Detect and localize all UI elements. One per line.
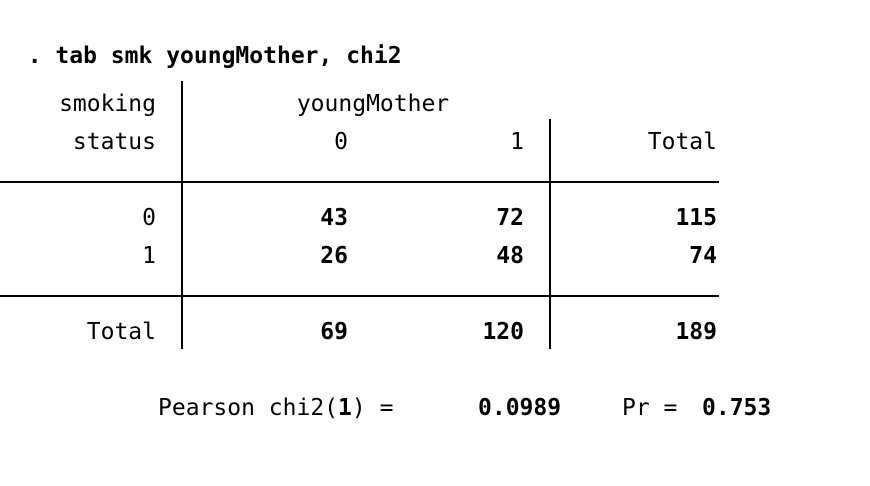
row-label-0: 0 — [142, 205, 156, 231]
cell-0-1: 72 — [496, 205, 524, 231]
cell-0-0: 43 — [320, 205, 348, 231]
table-header-rule — [0, 181, 719, 183]
column-variable-label: youngMother — [296, 91, 450, 117]
degrees-of-freedom: 1 — [338, 395, 352, 421]
chi2-value: 0.0989 — [478, 395, 562, 421]
table-total-column-divider — [549, 119, 551, 349]
pearson-suffix: ) = — [351, 395, 394, 421]
column-total-0: 69 — [320, 319, 348, 345]
row-variable-label-line2: status — [72, 129, 156, 155]
row-total-1: 74 — [689, 243, 717, 269]
cell-1-1: 48 — [496, 243, 524, 269]
p-value-label: Pr = — [622, 395, 678, 421]
table-row-stub-divider — [181, 81, 183, 349]
column-header-1: 1 — [510, 129, 524, 155]
totals-row-label: Total — [86, 319, 156, 345]
row-total-0: 115 — [675, 205, 717, 231]
pearson-prefix: Pearson chi2( — [158, 395, 339, 421]
row-variable-label-line1: smoking — [59, 91, 156, 117]
column-total-1: 120 — [482, 319, 524, 345]
command-prompt: . — [27, 43, 42, 69]
grand-total: 189 — [675, 319, 717, 345]
row-label-1: 1 — [142, 243, 156, 269]
pearson-chi2-line: Pearson chi2(1) = — [158, 394, 393, 422]
total-column-header: Total — [647, 129, 717, 155]
cell-1-0: 26 — [320, 243, 348, 269]
p-value: 0.753 — [702, 395, 772, 421]
command-text: tab smk youngMother, chi2 — [55, 43, 402, 69]
table-totals-rule — [0, 295, 719, 297]
column-header-0: 0 — [334, 129, 348, 155]
command-line: . tab smk youngMother, chi2 — [0, 14, 402, 69]
